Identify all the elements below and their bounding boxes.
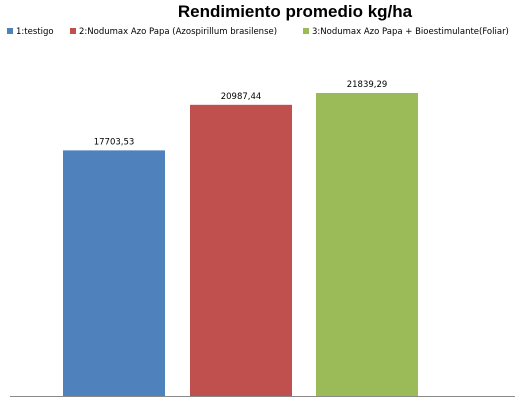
- legend-swatch-2: [70, 28, 76, 34]
- data-label-1: 17703,53: [94, 137, 135, 147]
- legend-swatch-1: [7, 28, 13, 34]
- bar-2: [190, 104, 292, 396]
- legend-label-2: 2:Nodumax Azo Papa (Azospirillum brasile…: [79, 27, 277, 37]
- legend-label-3: 3:Nodumax Azo Papa + Bioestimulante(Foli…: [312, 27, 509, 37]
- bar-3: [316, 93, 418, 396]
- legend-swatch-3: [303, 28, 309, 34]
- data-labels-group: 17703,53 20987,44 21839,29: [94, 80, 388, 147]
- chart-title: Rendimiento promedio kg/ha: [178, 2, 413, 21]
- data-label-2: 20987,44: [221, 92, 262, 102]
- bars-group: [63, 93, 418, 396]
- legend-label-1: 1:testigo: [16, 27, 54, 37]
- data-label-3: 21839,29: [347, 80, 388, 90]
- bar-1: [63, 150, 165, 396]
- legend: 1:testigo 2:Nodumax Azo Papa (Azospirillu…: [7, 27, 509, 37]
